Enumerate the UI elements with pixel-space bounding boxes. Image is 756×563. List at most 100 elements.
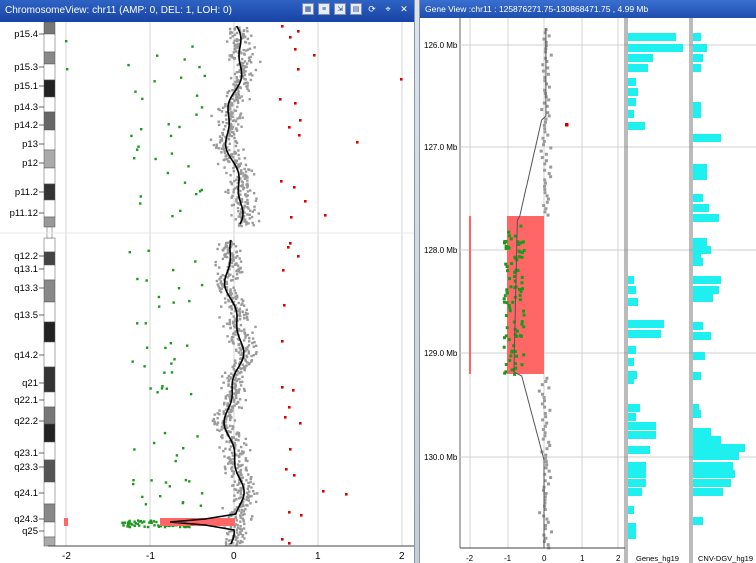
cnv-bar[interactable] <box>693 352 705 360</box>
cytoband-rect[interactable] <box>43 391 56 408</box>
genes-track[interactable] <box>628 33 683 539</box>
cytoband-rect[interactable] <box>43 341 56 368</box>
gene-bar[interactable] <box>628 371 637 379</box>
cytoband-rect[interactable] <box>43 96 56 113</box>
cnv-bar[interactable] <box>693 102 701 110</box>
gene-bar[interactable] <box>628 110 634 118</box>
gene-bar[interactable] <box>628 431 656 439</box>
cnv-bar[interactable] <box>693 214 719 222</box>
refresh-icon[interactable]: ⟳ <box>368 4 376 14</box>
gene-bar[interactable] <box>628 54 653 62</box>
gene-bar[interactable] <box>628 404 640 412</box>
cnv-dgv-track[interactable] <box>693 33 745 525</box>
gene-bar[interactable] <box>628 446 650 454</box>
export-icon[interactable]: ⇲ <box>334 3 346 15</box>
cytoband-rect[interactable] <box>43 521 56 538</box>
cnv-bar[interactable] <box>693 164 707 172</box>
cnv-bar[interactable] <box>693 44 707 52</box>
cytoband-rect[interactable] <box>43 406 56 425</box>
deletion-region[interactable] <box>507 216 544 374</box>
cnv-bar[interactable] <box>693 252 701 260</box>
cytoband-rect[interactable] <box>43 183 56 201</box>
cytoband-rect[interactable] <box>43 481 56 505</box>
cytoband-rect[interactable] <box>43 79 56 98</box>
gene-view-plot[interactable]: 126.0 Mb 127.0 Mb 128.0 Mb 129.0 Mb 130.0 Mb… <box>420 18 756 563</box>
cytoband-rect[interactable] <box>43 423 56 443</box>
gene-bar[interactable] <box>628 346 636 354</box>
cnv-bar[interactable] <box>693 294 713 302</box>
cnv-bar[interactable] <box>693 134 721 142</box>
gene-bar[interactable] <box>628 33 676 41</box>
cnv-bar[interactable] <box>693 462 733 470</box>
cnv-bar[interactable] <box>693 64 701 72</box>
gene-bar[interactable] <box>628 488 642 496</box>
cnv-bar[interactable] <box>693 332 711 340</box>
cytoband-rect[interactable] <box>43 301 56 323</box>
gene-bar[interactable] <box>628 531 636 539</box>
cytoband-rect[interactable] <box>43 149 56 169</box>
gene-bar[interactable] <box>628 88 638 96</box>
gene-bar[interactable] <box>628 523 636 531</box>
cnv-bar[interactable] <box>693 470 735 478</box>
gene-bar[interactable] <box>628 376 634 384</box>
gene-bar[interactable] <box>628 286 636 294</box>
cnv-bar[interactable] <box>693 194 703 202</box>
cytoband-rect[interactable] <box>43 22 56 35</box>
cytoband-rect[interactable] <box>43 129 56 151</box>
cnv-bar[interactable] <box>693 428 711 436</box>
cnv-bar[interactable] <box>693 286 719 294</box>
cytoband-rect[interactable] <box>43 111 56 131</box>
cytoband-rect[interactable] <box>43 264 56 281</box>
gene-view-titlebar[interactable]: Gene View :chr11 : 125876271.75-13086847… <box>420 0 756 18</box>
cytoband-rect[interactable] <box>43 321 56 343</box>
cnv-bar[interactable] <box>693 204 709 212</box>
gene-bar[interactable] <box>628 98 636 106</box>
gene-bar[interactable] <box>628 44 683 52</box>
cytoband-rect[interactable] <box>43 33 56 53</box>
cnv-bar[interactable] <box>693 33 701 41</box>
cnv-bar[interactable] <box>693 110 701 118</box>
cnv-bar[interactable] <box>693 488 723 496</box>
cytoband-rect[interactable] <box>43 216 56 228</box>
cytoband-rect[interactable] <box>43 51 56 65</box>
cytoband-rect[interactable] <box>43 237 56 253</box>
cnv-bar[interactable] <box>693 54 703 62</box>
cytoband-rect[interactable] <box>43 251 56 266</box>
cytoband-rect[interactable] <box>43 167 56 185</box>
cnv-bar[interactable] <box>693 444 745 452</box>
cnv-bar[interactable] <box>693 258 703 266</box>
gene-bar[interactable] <box>628 462 646 470</box>
cytoband-rect[interactable] <box>43 279 56 303</box>
gene-bar[interactable] <box>628 358 634 366</box>
close-icon[interactable]: ✕ <box>400 4 408 14</box>
cnv-bar[interactable] <box>693 410 701 418</box>
cnv-bar[interactable] <box>693 322 703 330</box>
chromosome-view-titlebar[interactable]: ChromosomeView: chr11 (AMP: 0, DEL: 1, L… <box>0 0 414 22</box>
cnv-bar[interactable] <box>693 436 721 444</box>
cytoband-rect[interactable] <box>43 199 56 218</box>
panel-splitter[interactable] <box>414 0 420 563</box>
cnv-bar[interactable] <box>693 372 701 380</box>
gene-bar[interactable] <box>628 470 646 478</box>
chromosome-plot[interactable]: p15.4 p15.3 p15.1 p14.3 p14.2 p13 p12 p11.2 p11.… <box>0 22 414 563</box>
cnv-bar[interactable] <box>693 276 721 284</box>
cnv-bar[interactable] <box>693 404 699 412</box>
deletion-segment[interactable] <box>160 518 235 526</box>
gene-bar[interactable] <box>628 413 636 421</box>
gene-bar[interactable] <box>628 479 646 487</box>
cytoband-rect[interactable] <box>43 366 56 393</box>
gene-bar[interactable] <box>628 320 664 328</box>
gene-bar[interactable] <box>628 78 636 86</box>
cnv-bar[interactable] <box>693 517 703 525</box>
cnv-bar[interactable] <box>693 246 711 254</box>
gene-bar[interactable] <box>628 122 645 130</box>
cytoband-rect[interactable] <box>43 503 56 523</box>
cnv-bar[interactable] <box>693 172 707 180</box>
zoom-icon[interactable]: ▦ <box>302 3 314 15</box>
chart-icon[interactable]: ▤ <box>350 3 362 15</box>
gene-bar[interactable] <box>628 298 638 306</box>
gene-bar[interactable] <box>628 422 656 430</box>
gene-bar[interactable] <box>628 330 661 338</box>
gene-bar[interactable] <box>628 276 634 284</box>
menu-icon[interactable]: ≡ <box>318 3 330 15</box>
